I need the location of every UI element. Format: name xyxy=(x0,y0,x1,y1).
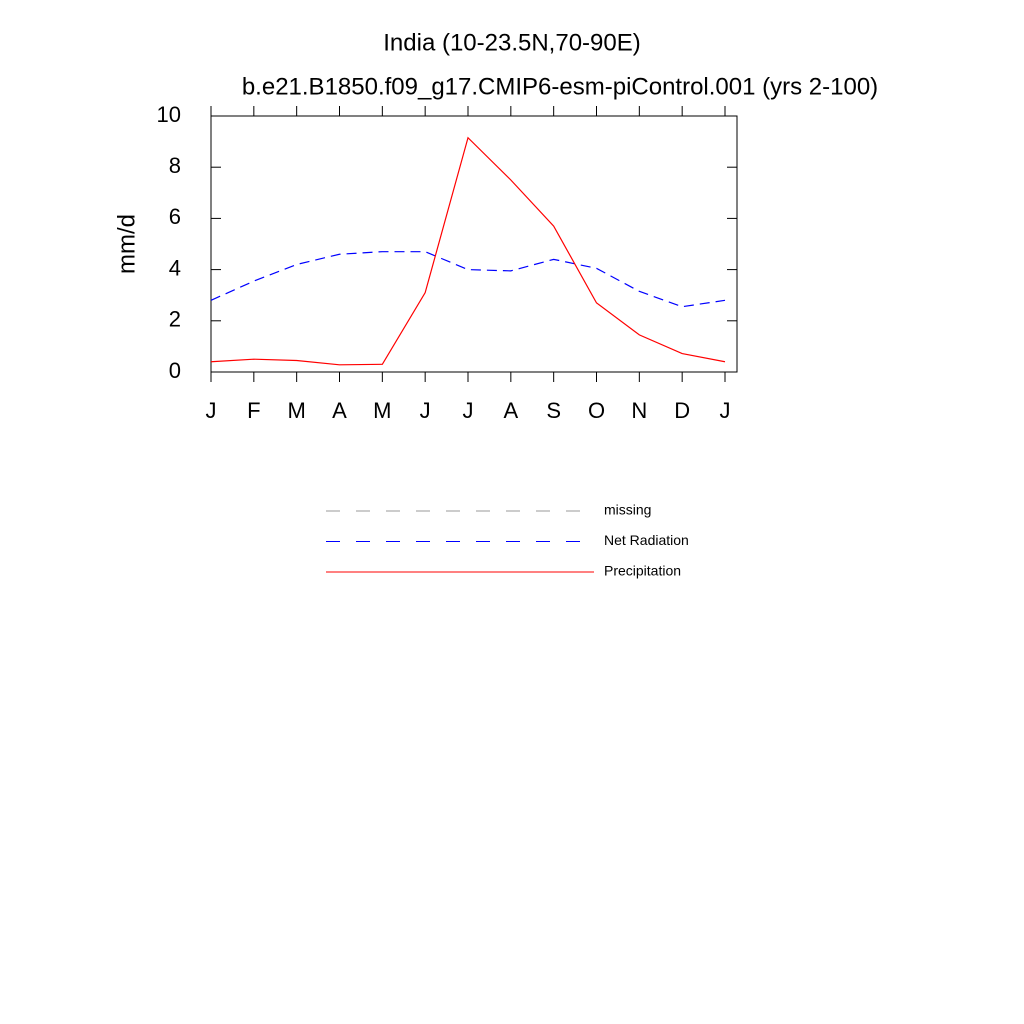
y-tick-label: 0 xyxy=(169,358,181,383)
y-tick-label: 10 xyxy=(157,102,181,127)
line-series xyxy=(210,251,726,308)
y-tick-label: 6 xyxy=(169,204,181,229)
line-series xyxy=(210,136,726,366)
legend-label: Net Radiation xyxy=(604,532,689,548)
x-tick-label: M xyxy=(288,398,306,423)
x-tick-label: F xyxy=(247,398,260,423)
x-tick-label: J xyxy=(206,398,217,423)
x-tick-label: J xyxy=(463,398,474,423)
x-tick-label: J xyxy=(720,398,731,423)
x-tick-label: M xyxy=(373,398,391,423)
x-tick-label: D xyxy=(674,398,690,423)
legend-label: missing xyxy=(604,502,651,518)
y-tick-label: 8 xyxy=(169,153,181,178)
chart-subtitle: b.e21.B1850.f09_g17.CMIP6-esm-piControl.… xyxy=(242,73,878,100)
x-tick-label: A xyxy=(503,398,518,423)
y-tick-label: 2 xyxy=(169,307,181,332)
y-axis-label: mm/d xyxy=(113,214,140,274)
x-tick-label: O xyxy=(588,398,605,423)
x-tick-label: N xyxy=(631,398,647,423)
plot-frame xyxy=(210,115,738,373)
chart-title: India (10-23.5N,70-90E) xyxy=(383,29,640,56)
y-tick-label: 4 xyxy=(169,255,181,280)
x-tick-label: A xyxy=(332,398,347,423)
x-tick-label: S xyxy=(546,398,561,423)
x-tick-label: J xyxy=(420,398,431,423)
legend-label: Precipitation xyxy=(604,563,681,579)
